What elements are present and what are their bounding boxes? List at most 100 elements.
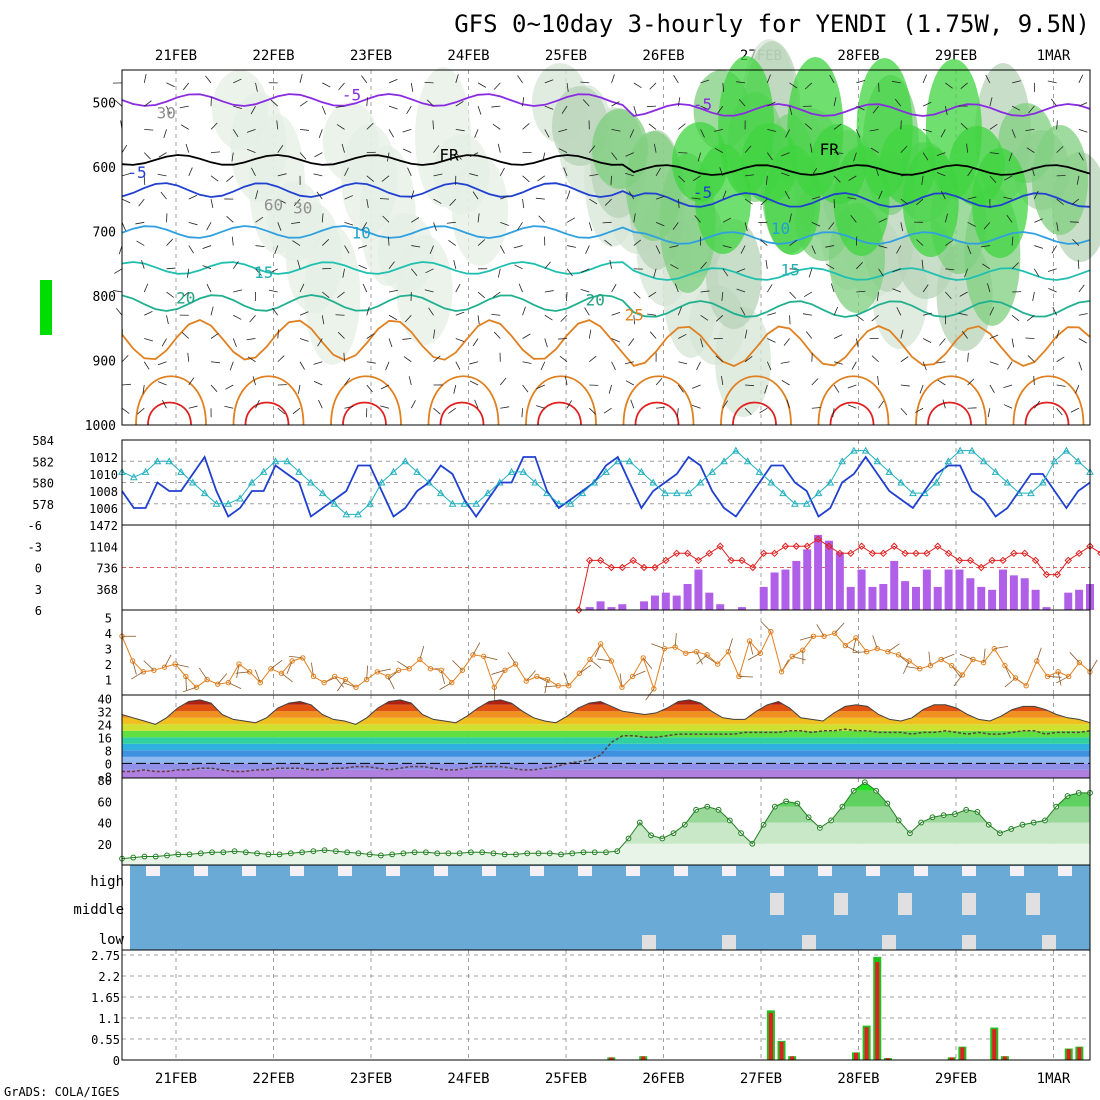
temp-tick: 8 [105,744,112,758]
wind-barb [477,106,482,115]
wind-barb [896,245,902,254]
wind-barb-10m [1004,677,1016,688]
wind-barb [544,314,553,321]
wind-barb [847,384,857,389]
wind-barb [299,152,307,160]
wind-barb [940,129,946,138]
rh-shading [1032,125,1088,235]
cape-bar [781,569,790,610]
wind-barb [202,265,212,270]
wind-barb [869,128,879,132]
bottom-date-label: 22FEB [252,1071,294,1087]
bottom-date-axis: 21FEB 22FEB 23FEB 24FEB 25FEB 26FEB 27FEB 28FEB… [155,1071,1071,1087]
wind-barb [410,190,415,200]
wind-barb [362,283,368,293]
cloud-row-label: high [90,874,124,890]
wind-barb [566,82,569,92]
wind-barb [232,338,237,348]
wind-barb [878,218,887,223]
wind-barb [1034,245,1044,249]
contour-label: FR [820,140,840,159]
bottom-date-label: 29FEB [935,1071,977,1087]
wind-barb [429,245,434,255]
wind-barb [544,338,548,348]
temp-tick: 0 [105,757,112,771]
wind-barb [1028,105,1035,114]
wind-barb [722,245,732,249]
bottom-date-label: 27FEB [740,1071,782,1087]
wind-barb [847,197,857,200]
wind-barb [402,148,412,153]
cape-bar [694,569,703,610]
wind-barb [336,124,345,130]
wind-barb [700,105,710,111]
temp-band [122,717,1090,725]
wind-barb [433,355,441,363]
wind-barb [1026,147,1035,153]
thickness-point [637,467,646,475]
wind-barb [722,400,729,409]
wind-barb-10m [397,660,410,670]
wind-barb [960,82,968,90]
li-line [578,538,1100,611]
thickness-tick: 582 [32,455,54,469]
thickness-tick: 580 [32,477,54,491]
bottom-date-label: 24FEB [447,1071,489,1087]
wind-barb [678,123,686,130]
wind-barb-10m [491,669,506,675]
wind-barb [499,245,505,254]
cape-bar [672,595,681,610]
wind-barb [670,264,679,270]
cloud-gap-high [962,866,976,876]
thickness-point [732,446,740,454]
wind-barb [1003,404,1013,409]
wind-barb [850,215,857,223]
wind-barb [540,361,546,371]
wind-barb [255,216,264,223]
wind-barb-10m [727,638,733,652]
wind-barb [537,175,546,182]
wind-barb [210,384,218,392]
wind-barb [366,333,375,339]
wind-barb [318,129,323,138]
wind-barb [856,314,864,321]
wind-barb [674,283,679,293]
thickness-point [248,478,256,486]
wind-barb [424,81,434,84]
convective-bar [853,1052,858,1060]
wind-barb [522,306,526,316]
wind-barb [337,291,345,298]
wind-barb [611,74,615,84]
wind-barb [1034,400,1041,409]
wind-barb [493,82,501,90]
precip-tick: 0.55 [91,1033,120,1047]
wind-barb [871,314,879,322]
wind-barb [878,190,883,200]
wind-barb [500,195,509,200]
wind-tick: 1 [105,674,112,688]
wind-barb [143,152,151,160]
pressure-tick: 1000 [85,419,116,434]
isotherm-loop [817,375,890,426]
wind-barb [542,152,546,162]
wind-barb [233,289,243,293]
cape-bar [977,586,986,610]
wind-barb-10m [143,660,155,671]
bottom-date-label: 23FEB [350,1071,392,1087]
wind-barb [1076,175,1080,185]
wind-barb-10m [1057,671,1062,686]
li-tick: -6 [28,519,42,533]
wind-barb [628,191,635,200]
wind-barb [141,260,145,269]
wind-barb [987,408,991,418]
wind-barb [188,221,198,226]
wind-barb [116,307,123,316]
precip-tick: 2.2 [98,970,120,984]
cape-bar [966,578,975,610]
wind-barb [1006,214,1013,223]
wind-barb-10m [235,671,250,674]
wind-barb [1004,175,1013,181]
wind-barb [563,167,568,177]
isotherm-line [121,225,1091,245]
wind-barb [206,222,212,231]
